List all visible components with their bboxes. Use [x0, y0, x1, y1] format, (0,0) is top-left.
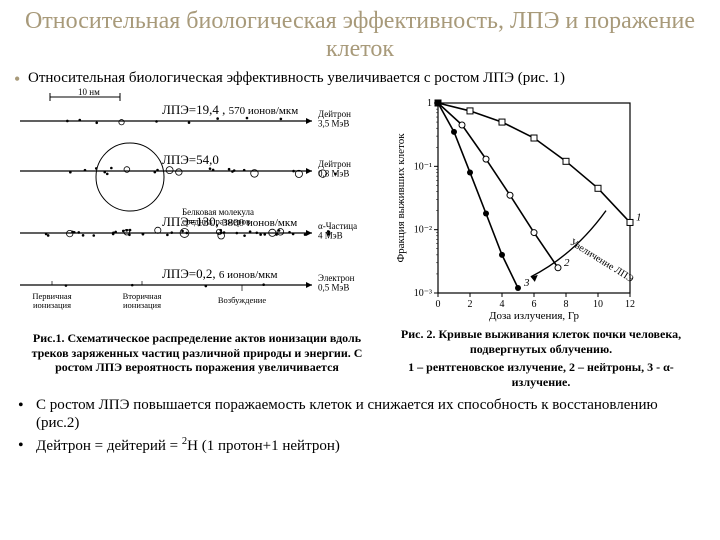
svg-text:10⁻³: 10⁻³	[414, 288, 432, 299]
svg-text:Фракция выживших клеток: Фракция выживших клеток	[395, 133, 407, 263]
svg-text:Электрон0,5 МэВ: Электрон0,5 МэВ	[318, 273, 355, 292]
svg-text:Доза излучения, Гр: Доза излучения, Гр	[489, 310, 580, 322]
top-bullet: Относительная биологическая эффективност…	[0, 67, 720, 87]
bottom-bullet-1: Дейтрон = дейтерий = 2H (1 протон+1 нейт…	[36, 436, 700, 459]
svg-text:12: 12	[625, 299, 635, 310]
svg-text:2: 2	[468, 299, 473, 310]
svg-text:10⁻¹: 10⁻¹	[414, 162, 432, 173]
track-diagram: 10 нм Дейтрон3,5 МэВ Дейтрон0,8 МэВ α-Части…	[12, 87, 382, 329]
svg-text:6: 6	[532, 299, 537, 310]
track-svg: 10 нм Дейтрон3,5 МэВ Дейтрон0,8 МэВ α-Части…	[12, 87, 382, 329]
lpe-label: ЛПЭ=130, 3800 ионов/мкм	[162, 214, 297, 230]
svg-text:0: 0	[436, 299, 441, 310]
svg-text:10⁻²: 10⁻²	[414, 225, 432, 236]
fig2-legend: 1 – рентгеновское излучение, 2 – нейтрон…	[390, 356, 692, 390]
svg-text:10: 10	[593, 299, 603, 310]
lpe-label: ЛПЭ=19,4 , 570 ионов/мкм	[162, 102, 298, 118]
svg-text:α-Частица4 МэВ: α-Частица4 МэВ	[318, 221, 357, 240]
survival-svg: 024681012110⁻¹10⁻²10⁻³Доза излучения, Гр…	[390, 93, 640, 323]
content-columns: 10 нм Дейтрон3,5 МэВ Дейтрон0,8 МэВ α-Части…	[0, 87, 720, 390]
survival-chart: 024681012110⁻¹10⁻²10⁻³Доза излучения, Гр…	[390, 93, 640, 323]
bottom-bullet-0: С ростом ЛПЭ повышается поражаемость кле…	[36, 396, 700, 436]
bottom-bullets: С ростом ЛПЭ повышается поражаемость кле…	[0, 390, 720, 459]
svg-text:Дейтрон3,5 МэВ: Дейтрон3,5 МэВ	[318, 109, 351, 128]
fig1-caption: Рис.1. Схематическое распределение актов…	[12, 329, 382, 374]
svg-text:4: 4	[500, 299, 505, 310]
svg-text:10 нм: 10 нм	[78, 87, 100, 97]
fig2-caption: Рис. 2. Кривые выживания клеток почки че…	[390, 323, 692, 356]
page-title: Относительная биологическая эффективност…	[0, 0, 720, 67]
svg-text:Первичнаяионизация: Первичнаяионизация	[32, 291, 71, 310]
lpe-label: ЛПЭ=54,0	[162, 152, 219, 168]
svg-text:2: 2	[564, 257, 570, 269]
svg-text:Вторичнаяионизация: Вторичнаяионизация	[123, 291, 162, 310]
right-column: 024681012110⁻¹10⁻²10⁻³Доза излучения, Гр…	[382, 87, 692, 390]
svg-text:Дейтрон0,8 МэВ: Дейтрон0,8 МэВ	[318, 159, 351, 178]
svg-text:Возбуждение: Возбуждение	[218, 295, 266, 305]
left-column: 10 нм Дейтрон3,5 МэВ Дейтрон0,8 МэВ α-Части…	[12, 87, 382, 390]
svg-text:1: 1	[427, 98, 432, 109]
svg-text:3: 3	[523, 277, 530, 289]
svg-text:8: 8	[564, 299, 569, 310]
svg-text:1: 1	[636, 212, 640, 224]
lpe-label: ЛПЭ=0,2, 6 ионов/мкм	[162, 266, 277, 282]
